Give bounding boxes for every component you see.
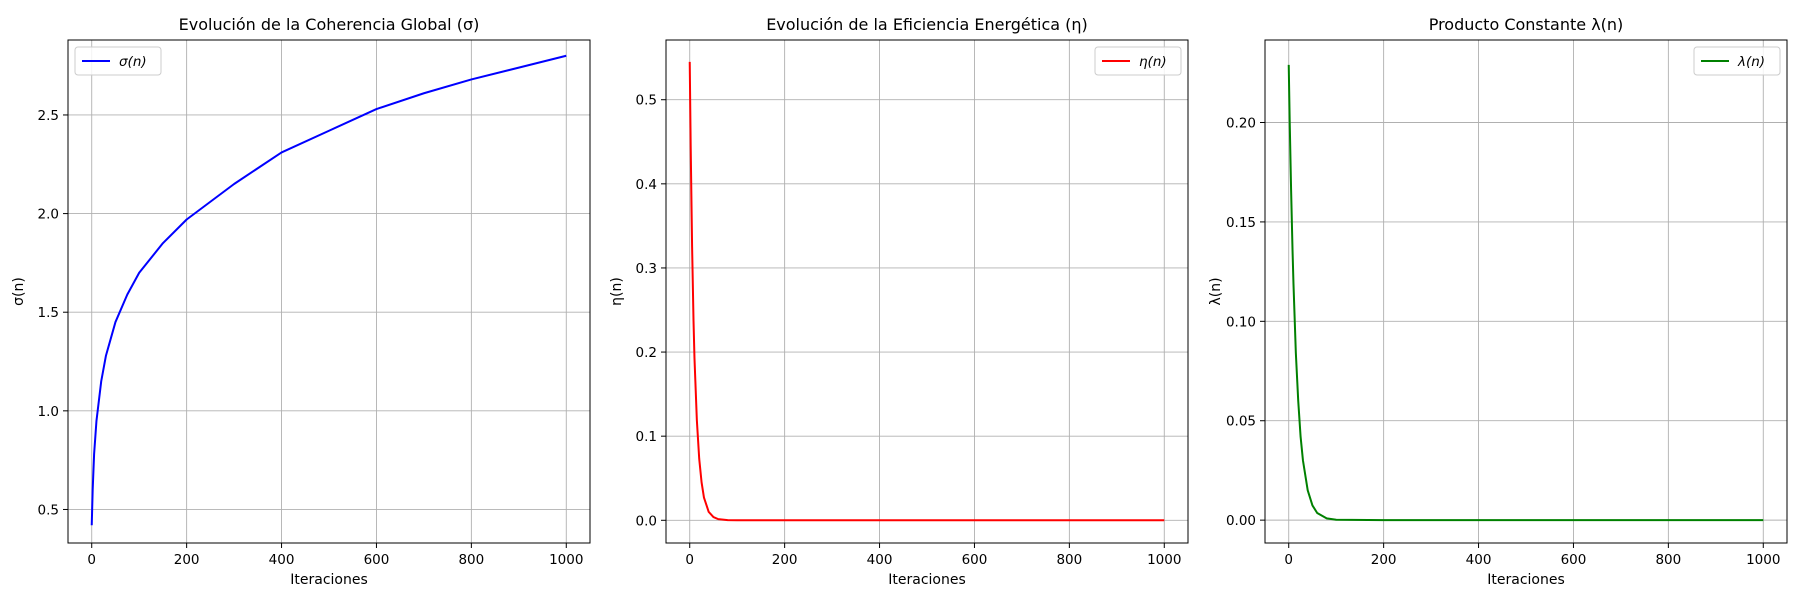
y-tick-label: 0.3 <box>636 261 657 277</box>
x-tick-label: 400 <box>1466 552 1492 568</box>
legend-label: η(n) <box>1139 54 1167 70</box>
y-tick-label: 0.2 <box>636 345 657 361</box>
charts-root: 0 200 400 600 800 1000 0.5 1.0 1.5 2.0 2.5 Evolució… <box>11 15 1788 588</box>
x-tick-label: 200 <box>1371 552 1397 568</box>
x-tick-label: 800 <box>1056 552 1082 568</box>
legend-label: σ(n) <box>119 54 147 70</box>
x-tick-label: 200 <box>772 552 798 568</box>
y-tick-label: 0.15 <box>1226 215 1256 231</box>
axes-frame <box>67 39 591 544</box>
x-tick-label: 800 <box>458 552 484 568</box>
x-tick-label: 400 <box>269 552 295 568</box>
chart-panel-2: 0 200 400 600 800 1000 0.0 0.1 0.2 0.3 0.4 0.5 Evolu… <box>609 15 1189 588</box>
x-axis-label: Iteraciones <box>290 572 368 588</box>
legend: σ(n) <box>74 46 162 76</box>
x-tick-label: 0 <box>685 552 694 568</box>
legend-label: λ(n) <box>1737 54 1765 70</box>
y-tick-label: 0.10 <box>1226 314 1256 330</box>
chart-title: Evolución de la Coherencia Global (σ) <box>179 15 480 34</box>
x-tick-label: 800 <box>1655 552 1681 568</box>
x-tick-label: 600 <box>364 552 390 568</box>
x-tick-label: 1000 <box>1746 552 1780 568</box>
y-tick-label: 2.5 <box>38 108 59 124</box>
chart-title: Evolución de la Eficiencia Energética (η… <box>766 15 1088 34</box>
y-tick-label: 0.20 <box>1226 116 1256 132</box>
x-tick-label: 0 <box>87 552 96 568</box>
y-tick-label: 0.00 <box>1226 513 1256 529</box>
legend: λ(n) <box>1693 46 1781 76</box>
x-tick-label: 0 <box>1284 552 1293 568</box>
y-tick-label: 0.4 <box>636 177 657 193</box>
y-axis-label: η(n) <box>609 277 625 306</box>
x-axis-label: Iteraciones <box>1487 572 1565 588</box>
y-tick-label: 0.5 <box>636 93 657 109</box>
x-tick-label: 1000 <box>1147 552 1181 568</box>
y-tick-label: 0.05 <box>1226 414 1256 430</box>
x-tick-label: 1000 <box>549 552 583 568</box>
x-tick-label: 400 <box>867 552 893 568</box>
x-tick-label: 200 <box>174 552 200 568</box>
legend-box <box>1693 46 1781 76</box>
legend-box <box>1094 46 1182 76</box>
y-tick-label: 1.0 <box>38 404 59 420</box>
series-line-1 <box>90 54 567 526</box>
y-axis-label: λ(n) <box>1208 277 1224 305</box>
y-tick-label: 2.0 <box>38 207 59 223</box>
series-line-1 <box>1287 64 1764 522</box>
y-axis-label: σ(n) <box>11 277 27 306</box>
chart-panel-3: 0 200 400 600 800 1000 0.00 0.05 0.10 0.15 0.20 Pro… <box>1208 15 1788 588</box>
x-axis-label: Iteraciones <box>888 572 966 588</box>
y-tick-label: 1.5 <box>38 305 59 321</box>
legend-box <box>74 46 162 76</box>
y-tick-label: 0.5 <box>38 502 59 518</box>
chart-panel-1: 0 200 400 600 800 1000 0.5 1.0 1.5 2.0 2.5 Evolució… <box>11 15 591 588</box>
axes-frame <box>665 39 1189 544</box>
chart-title: Producto Constante λ(n) <box>1429 15 1624 34</box>
x-tick-label: 600 <box>1561 552 1587 568</box>
legend: η(n) <box>1094 46 1182 76</box>
y-tick-label: 0.0 <box>636 513 657 529</box>
series-line-1 <box>688 61 1165 522</box>
y-tick-label: 0.1 <box>636 429 657 445</box>
axes-frame <box>1264 39 1788 544</box>
x-tick-label: 600 <box>962 552 988 568</box>
